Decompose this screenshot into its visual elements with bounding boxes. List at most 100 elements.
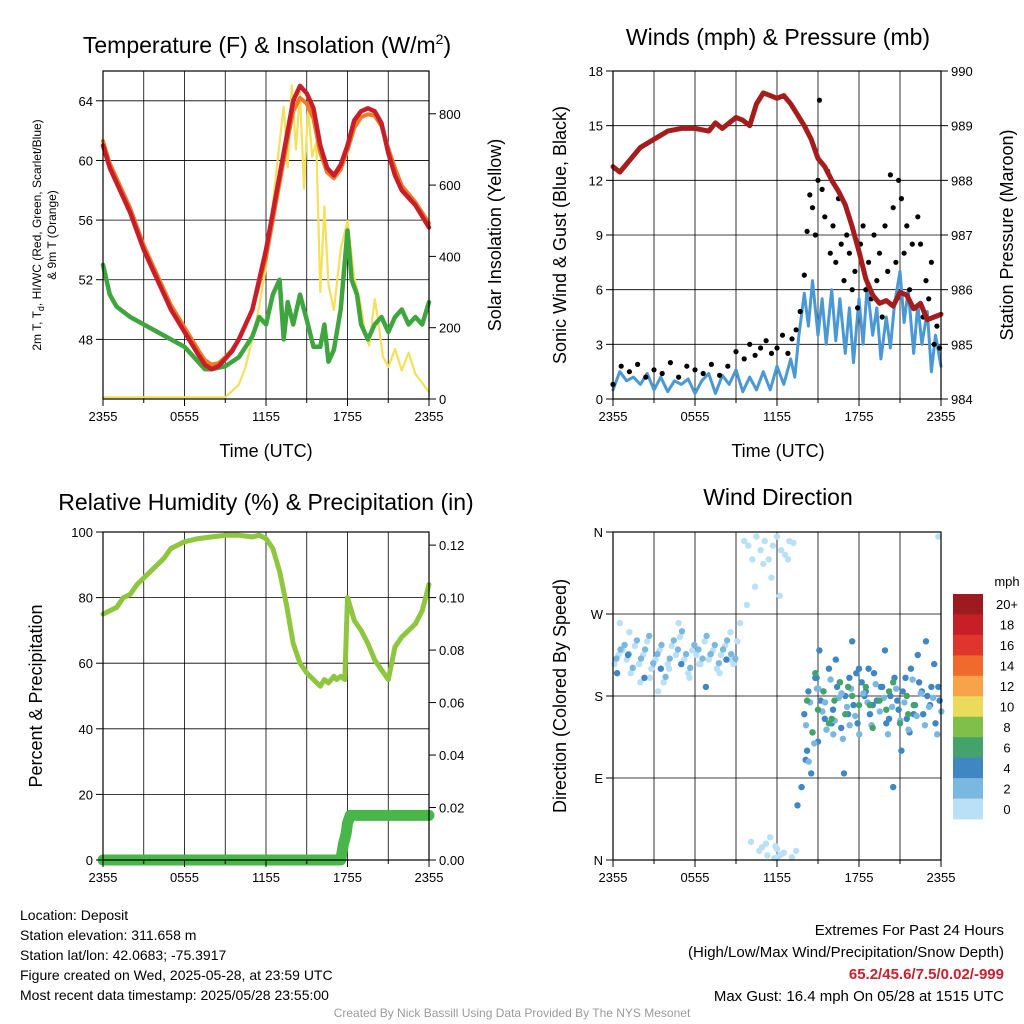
direction-point-moderate <box>702 683 710 691</box>
x-tick-label: 1155 <box>763 870 791 885</box>
station-location: Location: Deposit <box>20 907 129 923</box>
y-tick-label: 60 <box>79 656 93 671</box>
y2-tick-label: 990 <box>951 64 973 79</box>
humidity-ticks: 2355 0555 1155 1755 2355 0 20 40 60 80 100 0.00 0.02… <box>71 525 464 885</box>
y2-tick-label: 0.12 <box>439 538 464 553</box>
direction-point-calm <box>751 583 759 590</box>
gust-point <box>915 214 921 220</box>
direction-point-strong <box>828 715 835 722</box>
direction-point-light <box>637 655 645 662</box>
solar-line <box>101 84 431 399</box>
direction-y-label: Direction (Colored By Speed) <box>550 579 570 813</box>
temperature-line <box>100 83 432 372</box>
x-tick-label: 1155 <box>252 870 280 885</box>
gust-point <box>768 350 775 356</box>
direction-point-moderate <box>870 670 878 677</box>
direction-point-calm <box>773 845 781 853</box>
colorbar-label: 8 <box>1003 720 1010 735</box>
y-tick-label: 6 <box>596 283 603 298</box>
y2-tick-label: 987 <box>951 228 973 243</box>
direction-point-calm <box>730 660 737 668</box>
gust-point <box>852 268 858 274</box>
y2-tick-label: 0.08 <box>439 643 464 658</box>
gust-point <box>822 214 828 220</box>
temperature-title: Temperature (F) & Insolation (W/m2) <box>83 31 451 58</box>
gust-point <box>874 278 880 284</box>
direction-point-moderate <box>798 783 805 791</box>
winds-y-label: Sonic Wind & Gust (Blue, Black) <box>550 106 570 364</box>
direction-point-moderate <box>829 706 837 713</box>
direction-point-calm <box>716 670 723 677</box>
station-info: Location: Deposit Station elevation: 311… <box>20 905 333 1005</box>
y2-tick-label: 0.02 <box>439 801 464 816</box>
direction-point-moderate <box>877 683 885 691</box>
gust-point <box>890 205 896 211</box>
y-tick-label: W <box>591 607 604 622</box>
extremes-values: 65.2/45.6/7.5/0.02/-999 <box>848 966 1004 983</box>
direction-point-calm <box>675 619 682 627</box>
direction-point-moderate <box>825 665 833 672</box>
gust-point <box>907 287 913 293</box>
direction-point-moderate <box>924 692 931 700</box>
direction-point-calm <box>761 537 768 545</box>
y2-tick-label: 0 <box>439 392 446 407</box>
pressure-y2-label: Station Pressure (Maroon) <box>997 129 1017 340</box>
direction-point-light <box>613 655 620 662</box>
y-tick-label: 15 <box>589 119 603 134</box>
direction-point-calm <box>701 638 708 645</box>
direction-point-strong <box>890 679 897 686</box>
y-tick-label: 60 <box>79 153 93 168</box>
colorbar-label: 2 <box>1003 781 1010 796</box>
gust-point <box>846 250 853 256</box>
solar-y2-label: Solar Insolation (Yellow) <box>485 139 505 331</box>
gust-point <box>909 241 915 247</box>
max-gust: Max Gust: 16.4 mph On 05/28 at 1515 UTC <box>713 988 1004 1005</box>
direction-point-calm <box>727 629 734 636</box>
gust-point <box>841 278 847 284</box>
winds-panel: Winds (mph) & Pressure (mb) 2355 0555 1155… <box>550 24 1017 461</box>
direction-point-moderate <box>641 674 648 681</box>
y-tick-label: 100 <box>71 525 93 540</box>
direction-point-moderate <box>894 697 901 704</box>
direction-point-light <box>682 650 690 658</box>
direction-point-calm <box>758 844 766 851</box>
gust-point <box>860 223 866 229</box>
direction-point-light <box>827 676 834 683</box>
direction-point-calm <box>784 556 792 563</box>
direction-point-calm <box>631 642 639 650</box>
gust-point <box>830 223 836 229</box>
x-tick-label: 1755 <box>333 409 362 424</box>
colorbar-swatch <box>953 594 983 615</box>
gust-point <box>904 223 910 229</box>
direction-point-calm <box>717 651 725 659</box>
direction-point-calm <box>644 638 651 645</box>
direction-point-calm <box>672 651 680 659</box>
direction-point-calm <box>646 674 654 681</box>
y2-tick-label: 984 <box>951 392 973 407</box>
y-tick-label: 3 <box>596 337 603 352</box>
direction-point-calm <box>660 679 667 686</box>
direction-point-moderate <box>922 638 930 645</box>
direction-point-moderate <box>833 683 841 691</box>
direction-point-light <box>917 690 924 697</box>
colorbar-swatch <box>953 614 983 636</box>
colorbar-label: 20+ <box>996 597 1018 612</box>
direction-point-moderate <box>881 647 889 654</box>
gust-point <box>801 272 807 278</box>
x-tick-label: 2355 <box>927 409 956 424</box>
direction-point-strong <box>896 720 904 727</box>
gust-point <box>758 345 764 351</box>
direction-point-light <box>687 664 694 671</box>
humidity-line <box>100 532 432 689</box>
direction-point-calm <box>757 547 764 554</box>
colorbar-label: 10 <box>1000 700 1014 715</box>
direction-point-calm <box>775 853 782 860</box>
temperature-panel: Temperature (F) & Insolation (W/m2) 2355… <box>30 31 505 461</box>
gust-point <box>934 323 940 329</box>
direction-point-moderate <box>899 688 906 695</box>
direction-point-light <box>846 722 853 729</box>
direction-point-moderate <box>932 720 939 727</box>
figure-created: Figure created on Wed, 2025-05-28, at 23… <box>20 967 333 983</box>
direction-point-light <box>641 646 649 653</box>
direction-point-strong <box>883 706 890 713</box>
